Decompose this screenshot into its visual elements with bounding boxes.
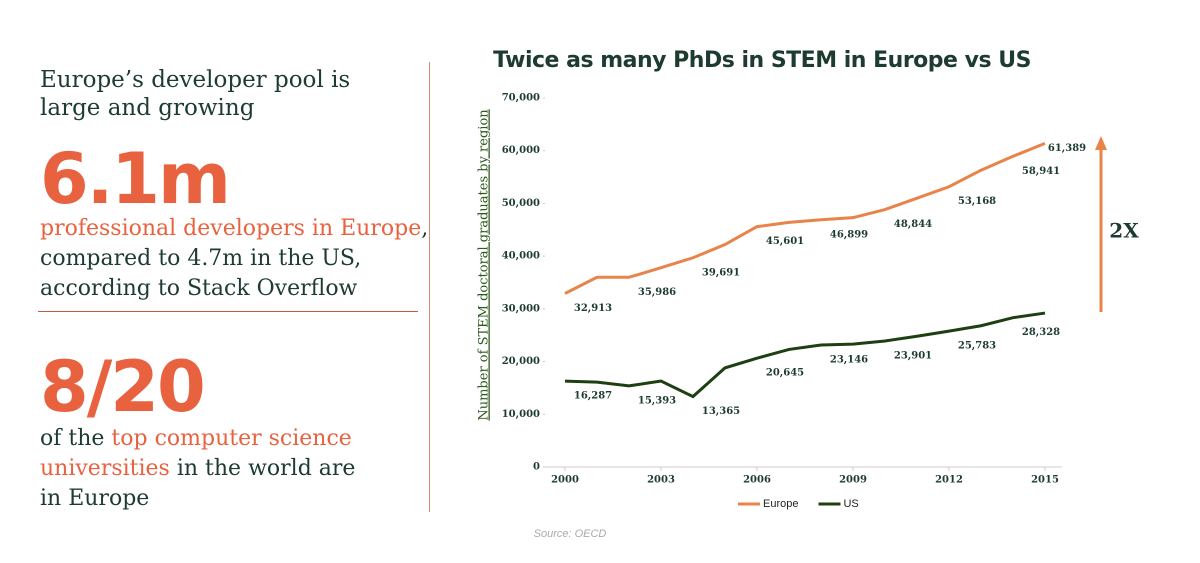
data-label: 23,146 <box>830 354 868 365</box>
headline: Europe’s developer pool is large and gro… <box>40 67 351 121</box>
stat-text: of the top computer science universities… <box>40 424 360 514</box>
data-label: 25,783 <box>958 341 996 352</box>
divider <box>38 311 418 312</box>
data-label: 23,901 <box>894 351 932 362</box>
stat-text: professional developers in Europe, compa… <box>40 214 430 304</box>
data-label: 15,393 <box>638 395 676 406</box>
data-label: 53,168 <box>958 196 996 207</box>
y-tick-label: 70,000 <box>502 93 540 104</box>
text: in the world are in Europe <box>40 456 356 511</box>
highlight: top computer science universities <box>40 426 352 481</box>
data-label: 20,645 <box>766 368 804 379</box>
data-label: 32,913 <box>574 303 612 314</box>
data-label: 58,941 <box>1022 166 1060 177</box>
arrowhead <box>1095 136 1107 150</box>
data-label: 45,601 <box>766 236 804 247</box>
x-tick-label: 2000 <box>551 475 579 486</box>
text: of the <box>40 426 112 451</box>
y-tick-label: 50,000 <box>502 198 540 209</box>
text: , compared to 4.7m in the US, according … <box>40 216 429 301</box>
y-tick-label: 0 <box>533 462 540 473</box>
y-tick-label: 30,000 <box>502 303 540 314</box>
x-tick-label: 2015 <box>1031 475 1059 486</box>
stat-number: 6.1m <box>40 138 231 220</box>
data-label: 16,287 <box>574 391 612 402</box>
source: Source: OECD <box>534 528 607 540</box>
data-label: 28,328 <box>1022 327 1060 338</box>
data-label: 46,899 <box>830 229 868 240</box>
line-series <box>564 142 1046 295</box>
legend-label: Europe <box>763 498 798 510</box>
y-tick-label: 10,000 <box>502 409 540 420</box>
y-tick-label: 20,000 <box>502 356 540 367</box>
x-tick-label: 2006 <box>743 475 771 486</box>
data-label: 61,389 <box>1048 143 1086 154</box>
data-label: 13,365 <box>702 406 740 417</box>
y-axis-label: Number of STEM doctoral graduates by reg… <box>477 109 492 421</box>
annotation: 2X <box>1109 219 1139 243</box>
x-tick-label: 2003 <box>647 475 675 486</box>
x-tick-label: 2012 <box>935 475 963 486</box>
y-tick-label: 60,000 <box>502 145 540 156</box>
line-series <box>564 311 1046 399</box>
highlight: professional developers in Europe <box>40 216 422 241</box>
x-tick-label: 2009 <box>839 475 867 486</box>
data-label: 35,986 <box>638 287 676 298</box>
data-label: 48,844 <box>894 219 932 230</box>
legend-label: US <box>843 498 858 510</box>
chart-title: Twice as many PhDs in STEM in Europe vs … <box>493 48 1031 73</box>
stat-number: 8/20 <box>40 346 206 428</box>
data-label: 39,691 <box>702 267 740 278</box>
divider <box>429 62 430 512</box>
y-tick-label: 40,000 <box>502 251 540 262</box>
